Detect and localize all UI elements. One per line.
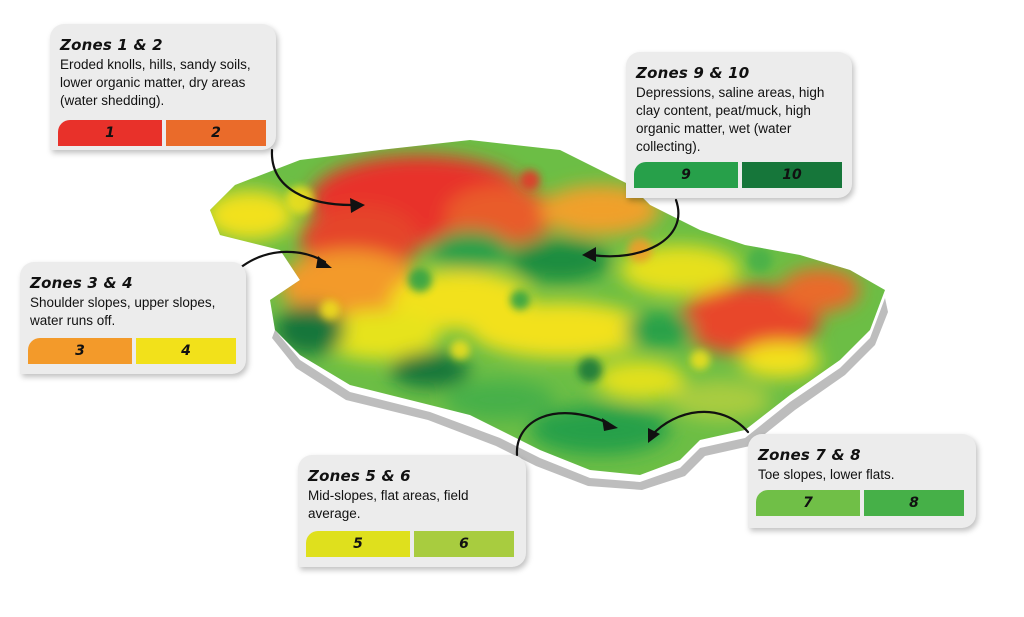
zone-9-label: 9 xyxy=(681,167,691,183)
zones-3-4-card: Zones 3 & 4 Shoulder slopes, upper slope… xyxy=(20,262,246,374)
zone-9-swatch: 9 xyxy=(634,162,738,188)
zone-4-swatch: 4 xyxy=(136,338,236,364)
zone-1-label: 1 xyxy=(105,125,115,141)
zone-10-label: 10 xyxy=(782,167,802,183)
zones-9-10-title: Zones 9 & 10 xyxy=(636,64,750,82)
zones-7-8-title: Zones 7 & 8 xyxy=(758,446,861,464)
zone-4-label: 4 xyxy=(181,343,191,359)
zone-10-swatch: 10 xyxy=(742,162,842,188)
zones-7-8-card: Zones 7 & 8 Toe slopes, lower flats. 7 8 xyxy=(748,434,976,528)
zones-1-2-title: Zones 1 & 2 xyxy=(60,36,163,54)
zone-8-label: 8 xyxy=(909,495,919,511)
zones-9-10-card: Zones 9 & 10 Depressions, saline areas, … xyxy=(626,52,852,198)
zones-3-4-description: Shoulder slopes, upper slopes, water run… xyxy=(30,295,216,328)
zones-5-6-title: Zones 5 & 6 xyxy=(308,467,411,485)
arrowhead-zones-7-8 xyxy=(648,428,660,443)
arrow-zones-5-6 xyxy=(515,412,610,457)
zones-5-6-card: Zones 5 & 6 Mid-slopes, flat areas, fiel… xyxy=(298,455,526,567)
arrowhead-zones-5-6 xyxy=(602,418,618,431)
zone-8-swatch: 8 xyxy=(864,490,964,516)
zones-5-6-description: Mid-slopes, flat areas, field average. xyxy=(308,488,469,521)
field-side-shadow xyxy=(272,298,888,490)
arrow-zones-7-8 xyxy=(650,410,750,437)
zones-1-2-card: Zones 1 & 2 Eroded knolls, hills, sandy … xyxy=(50,24,276,150)
zone-5-label: 5 xyxy=(353,536,363,552)
zones-7-8-description: Toe slopes, lower flats. xyxy=(758,467,895,482)
zones-1-2-description: Eroded knolls, hills, sandy soils, lower… xyxy=(60,57,251,108)
arrowhead-zones-9-10 xyxy=(582,247,596,262)
zone-2-label: 2 xyxy=(211,125,221,141)
zone-2-swatch: 2 xyxy=(166,120,266,146)
zones-3-4-title: Zones 3 & 4 xyxy=(30,274,133,292)
zone-3-label: 3 xyxy=(75,343,85,359)
zone-7-label: 7 xyxy=(803,495,813,511)
zone-5-swatch: 5 xyxy=(306,531,410,557)
zone-1-swatch: 1 xyxy=(58,120,162,146)
zone-6-swatch: 6 xyxy=(414,531,514,557)
zone-3-swatch: 3 xyxy=(28,338,132,364)
zone-6-label: 6 xyxy=(459,536,469,552)
arrowhead-zones-3-4 xyxy=(316,256,332,268)
zone-7-swatch: 7 xyxy=(756,490,860,516)
arrowhead-zones-1-2 xyxy=(350,198,365,213)
arrow-zones-1-2 xyxy=(270,148,354,207)
zones-9-10-description: Depressions, saline areas, high clay con… xyxy=(636,85,825,154)
arrow-zones-9-10 xyxy=(590,198,680,258)
